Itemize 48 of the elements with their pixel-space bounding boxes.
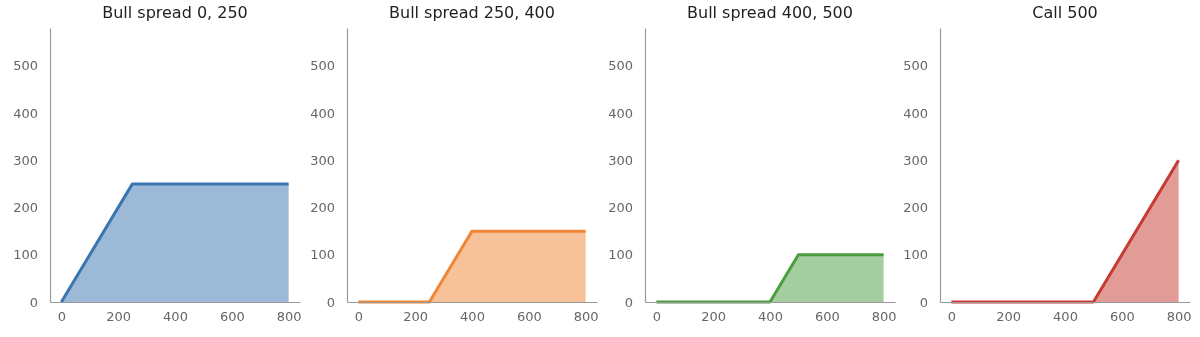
y-tick-label: 200 bbox=[310, 200, 335, 216]
y-tick-label: 300 bbox=[310, 152, 335, 168]
y-tick-label: 200 bbox=[608, 200, 633, 216]
y-tick-label: 100 bbox=[608, 247, 633, 263]
y-tick-label: 100 bbox=[903, 247, 928, 263]
x-tick-label: 400 bbox=[1053, 309, 1078, 325]
x-tick-label: 600 bbox=[1109, 309, 1135, 325]
chart-title: Call 500 bbox=[1032, 3, 1098, 22]
y-tick-label: 100 bbox=[310, 247, 335, 263]
y-tick-label: 0 bbox=[919, 294, 928, 310]
y-tick-label: 500 bbox=[13, 58, 38, 74]
y-tick-label: 500 bbox=[310, 58, 335, 74]
x-tick-label: 200 bbox=[106, 309, 132, 325]
y-tick-label: 0 bbox=[624, 294, 633, 310]
y-tick-label: 0 bbox=[326, 294, 335, 310]
x-tick-label: 800 bbox=[276, 309, 302, 325]
y-tick-label: 400 bbox=[903, 105, 928, 121]
x-tick-label: 600 bbox=[814, 309, 840, 325]
y-tick-label: 500 bbox=[903, 58, 928, 74]
x-tick-label: 400 bbox=[163, 309, 188, 325]
x-tick-label: 200 bbox=[403, 309, 429, 325]
x-tick-label: 200 bbox=[701, 309, 727, 325]
y-tick-label: 300 bbox=[903, 152, 928, 168]
chart-title: Bull spread 250, 400 bbox=[389, 3, 555, 22]
x-tick-label: 0 bbox=[354, 309, 363, 325]
y-tick-label: 100 bbox=[13, 247, 38, 263]
x-tick-label: 600 bbox=[219, 309, 245, 325]
x-tick-label: 0 bbox=[652, 309, 661, 325]
y-tick-label: 500 bbox=[608, 58, 633, 74]
y-tick-label: 300 bbox=[608, 152, 633, 168]
y-tick-label: 400 bbox=[608, 105, 633, 121]
x-tick-label: 200 bbox=[996, 309, 1022, 325]
y-tick-label: 200 bbox=[13, 200, 38, 216]
x-tick-label: 800 bbox=[1166, 309, 1192, 325]
x-tick-label: 400 bbox=[460, 309, 485, 325]
y-tick-label: 400 bbox=[13, 105, 38, 121]
y-tick-label: 400 bbox=[310, 105, 335, 121]
y-tick-label: 200 bbox=[903, 200, 928, 216]
y-tick-label: 300 bbox=[13, 152, 38, 168]
y-tick-label: 0 bbox=[29, 294, 38, 310]
chart-title: Bull spread 400, 500 bbox=[687, 3, 853, 22]
x-tick-label: 600 bbox=[516, 309, 542, 325]
x-tick-label: 400 bbox=[758, 309, 783, 325]
x-tick-label: 0 bbox=[947, 309, 956, 325]
x-tick-label: 0 bbox=[57, 309, 66, 325]
chart-title: Bull spread 0, 250 bbox=[102, 3, 248, 22]
x-tick-label: 800 bbox=[573, 309, 599, 325]
x-tick-label: 800 bbox=[871, 309, 897, 325]
